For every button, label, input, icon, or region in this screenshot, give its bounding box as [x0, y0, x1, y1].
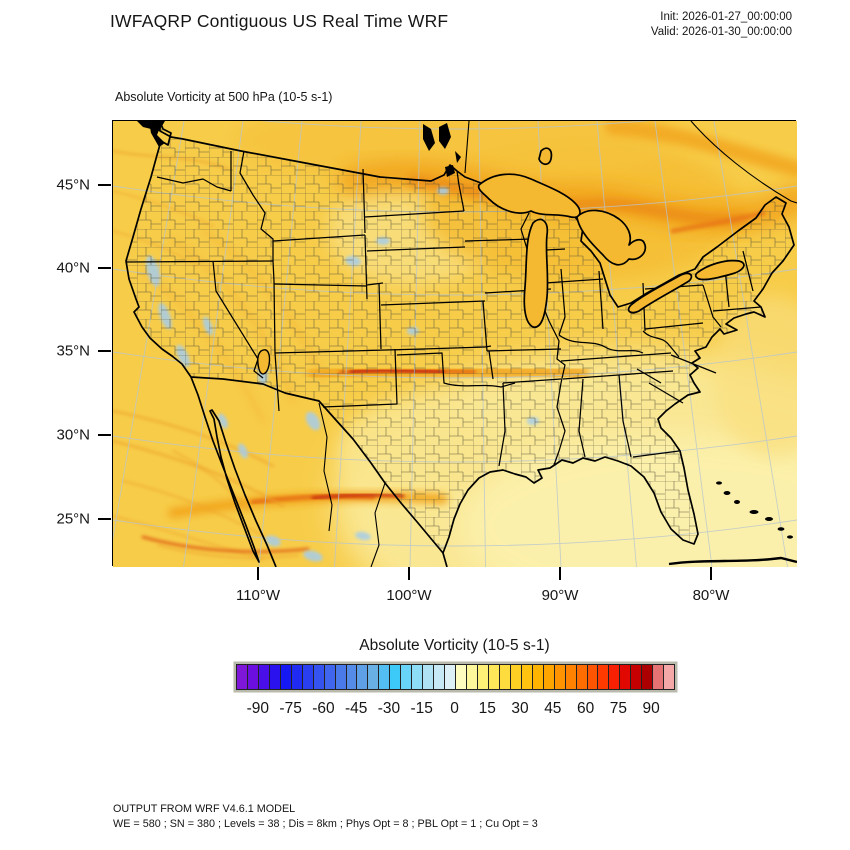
- colorbar-cell: [346, 665, 358, 689]
- y-axis-tick: [98, 518, 111, 520]
- colorbar-tick-label: 75: [609, 700, 627, 717]
- colorbar-tick-label: -75: [279, 700, 302, 717]
- x-axis-label: 90°W: [541, 587, 579, 604]
- colorbar-cell: [521, 665, 533, 689]
- x-axis-label: 100°W: [386, 587, 432, 604]
- y-axis-label: 40°N: [56, 259, 90, 277]
- y-axis-label: 30°N: [56, 426, 90, 444]
- colorbar-title: Absolute Vorticity (10-5 s-1): [359, 637, 550, 654]
- colorbar-cell: [280, 665, 292, 689]
- colorbar-tick-label: 60: [576, 700, 595, 717]
- colorbar-cell: [313, 665, 325, 689]
- great-lakes: [256, 147, 745, 375]
- y-axis-tick: [98, 184, 111, 186]
- x-axis-tick: [408, 567, 410, 580]
- footer-config-line: WE = 580 ; SN = 380 ; Levels = 38 ; Dis …: [113, 817, 538, 830]
- colorbar-cell: [609, 665, 621, 689]
- colorbar-cell: [477, 665, 489, 689]
- lakes-and-islands: [423, 123, 797, 566]
- page-title: IWFAQRP Contiguous US Real Time WRF: [110, 11, 449, 31]
- map-zone: 45°N 40°N 35°N 30°N 25°N 110°W 100°W 90°W 80°W: [56, 120, 797, 604]
- footer: OUTPUT FROM WRF V4.6.1 MODEL WE = 580 ; …: [113, 802, 538, 831]
- colorbar-tick-label: -45: [344, 700, 368, 717]
- colorbar-tick-label: 45: [544, 700, 562, 717]
- colorbar-ticks: -90 -75 -60 -45 -30 -15 0 15 30 45 60 75 90: [236, 700, 673, 722]
- colorbar-cell: [456, 665, 468, 689]
- colorbar-cell: [412, 665, 424, 689]
- colorbar-cell: [664, 665, 675, 689]
- colorbar-cell: [499, 665, 511, 689]
- model-timestamps: Init: 2026-01-27_00:00:00 Valid: 2026-01…: [651, 10, 792, 40]
- colorbar-cell: [401, 665, 413, 689]
- x-axis-label: 80°W: [692, 587, 730, 604]
- colorbar-cell: [379, 665, 391, 689]
- colorbar-tick-label: -30: [377, 700, 401, 717]
- colorbar-cell: [390, 665, 402, 689]
- footer-model-line: OUTPUT FROM WRF V4.6.1 MODEL: [113, 803, 296, 815]
- colorbar-cell: [543, 665, 555, 689]
- x-axis-tick: [710, 567, 712, 580]
- colorbar-cell: [247, 665, 259, 689]
- colorbar-cell: [324, 665, 336, 689]
- colorbar-cell: [423, 665, 435, 689]
- colorbar-bar: [236, 664, 675, 690]
- colorbar-tick-label: 15: [478, 700, 496, 717]
- coastlines: [125, 121, 795, 567]
- y-axis-label: 25°N: [56, 510, 90, 528]
- vorticity-map-svg: [113, 121, 797, 567]
- colorbar-tick-label: -90: [246, 700, 270, 717]
- colorbar-cell: [576, 665, 588, 689]
- colorbar-cell: [554, 665, 566, 689]
- map-plot: [112, 120, 797, 567]
- colorbar-cell: [368, 665, 380, 689]
- colorbar-cell: [620, 665, 632, 689]
- canada-mexico-boundaries: [318, 121, 797, 567]
- y-axis-tick: [98, 267, 111, 269]
- colorbar-cell: [357, 665, 369, 689]
- colorbar-cell: [335, 665, 347, 689]
- y-axis-label: 35°N: [56, 342, 90, 360]
- colorbar-cell: [291, 665, 303, 689]
- colorbar-tick-label: 0: [450, 700, 459, 717]
- colorbar-tick-label: -15: [410, 700, 433, 717]
- colorbar-cell: [445, 665, 457, 689]
- colorbar-cell: [653, 665, 665, 689]
- colorbar-cell: [565, 665, 577, 689]
- colorbar-tick-label: -60: [312, 700, 335, 717]
- colorbar-cell: [269, 665, 281, 689]
- colorbar-cell: [631, 665, 643, 689]
- colorbar-cell: [587, 665, 599, 689]
- y-axis-label: 45°N: [56, 176, 90, 194]
- x-axis-tick: [559, 567, 561, 580]
- colorbar-cell: [302, 665, 314, 689]
- valid-time: Valid: 2026-01-30_00:00:00: [650, 26, 792, 38]
- colorbar-cell: [434, 665, 446, 689]
- x-axis-label: 110°W: [235, 587, 281, 604]
- colorbar-cell: [510, 665, 522, 689]
- colorbar-cell: [488, 665, 500, 689]
- colorbar-tick-label: 90: [642, 700, 660, 717]
- colorbar-cell: [642, 665, 654, 689]
- state-boundaries: [126, 150, 762, 467]
- plot-subtitle: Absolute Vorticity at 500 hPa (10-5 s-1): [115, 90, 333, 104]
- colorbar-tick-label: 30: [511, 700, 529, 717]
- colorbar-cell: [598, 665, 610, 689]
- colorbar-cell: [258, 665, 270, 689]
- init-time: Init: 2026-01-27_00:00:00: [660, 11, 792, 23]
- colorbar-cell: [237, 665, 248, 689]
- x-axis-tick: [257, 567, 259, 580]
- colorbar-cell: [467, 665, 478, 689]
- colorbar-cell: [532, 665, 544, 689]
- y-axis-tick: [98, 350, 111, 352]
- y-axis-tick: [98, 434, 111, 436]
